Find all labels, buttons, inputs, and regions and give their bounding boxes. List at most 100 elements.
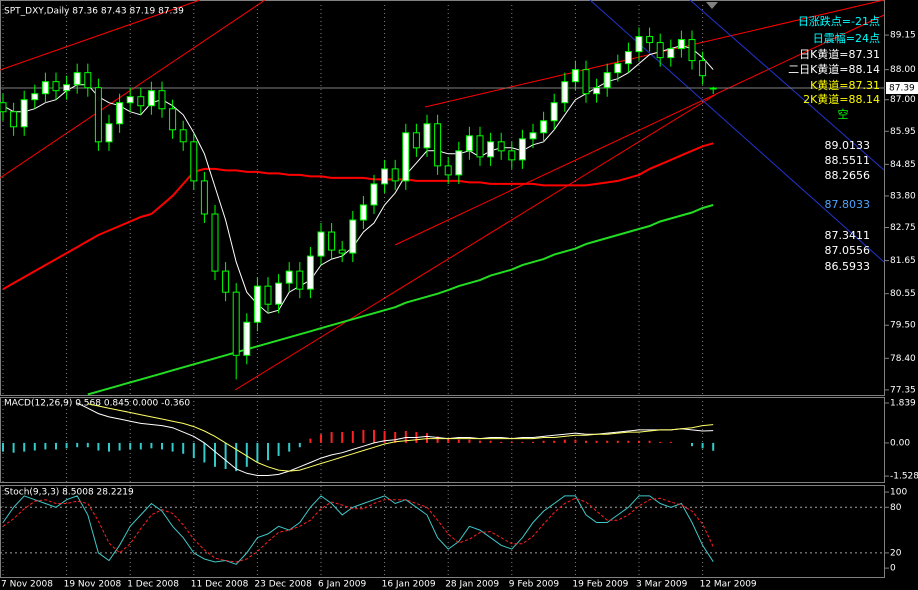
candle-body	[349, 219, 357, 254]
candle-body	[190, 141, 198, 182]
candle-body	[550, 102, 558, 122]
channel-line	[689, 0, 885, 171]
candle-body	[423, 123, 431, 149]
x-tick-label: 19 Nov 2008	[64, 580, 122, 590]
main-panel-border	[0, 0, 885, 396]
x-tick-label: 1 Dec 2008	[127, 580, 179, 590]
candle-body	[476, 135, 484, 158]
y-tick-label: 80	[890, 503, 902, 513]
panel-title: MACD(12,26,9) 0.568 0.845 0.000 -0.360	[4, 399, 190, 409]
candle-body	[243, 321, 251, 356]
candle-body	[455, 150, 463, 176]
candle-body	[137, 96, 145, 107]
stoch-panel-border	[0, 485, 885, 578]
candle-body	[412, 132, 420, 149]
annotation: 87.8033	[825, 198, 871, 211]
y-tick-label: 1.839	[890, 398, 916, 408]
candle-body	[529, 132, 537, 140]
x-tick-label: 6 Jan 2009	[318, 580, 366, 590]
x-tick-label: 23 Dec 2008	[254, 580, 312, 590]
candle-body	[635, 36, 643, 53]
candle-body	[41, 81, 49, 95]
candle-body	[105, 123, 113, 143]
candle-body	[0, 102, 7, 113]
candle-body	[338, 249, 346, 254]
candle-body	[179, 129, 187, 143]
candle-body	[540, 120, 548, 134]
candle-body	[306, 255, 314, 290]
annotation: 空	[838, 107, 849, 121]
candle-body	[402, 132, 410, 182]
y-tick-label: 78.40	[890, 354, 916, 364]
x-tick-label: 16 Jan 2009	[382, 580, 436, 590]
indicator-line	[2, 497, 714, 563]
candle-body	[593, 87, 601, 95]
candle-body	[275, 282, 283, 305]
annotation: 日震幅=24点	[813, 32, 880, 45]
candle-body	[381, 168, 389, 185]
annotation: 日K黄道=87.31	[799, 47, 880, 61]
indicator-line	[87, 204, 714, 396]
annotation: 87.3411	[825, 229, 871, 242]
candle-body	[52, 81, 60, 92]
candle-body	[158, 90, 166, 110]
candle-body	[84, 72, 92, 89]
candle-body	[614, 63, 622, 74]
candle-body	[370, 183, 378, 206]
shift-marker	[706, 2, 718, 9]
y-tick-label: 82.75	[890, 223, 916, 233]
trend-line	[0, 0, 201, 71]
candle-body	[391, 168, 399, 182]
indicator-line	[2, 495, 714, 565]
candle-body	[116, 102, 124, 125]
annotation: 89.0133	[825, 139, 871, 152]
candle-body	[285, 270, 293, 284]
y-tick-label: 84.85	[890, 160, 916, 170]
last-price-label: 87.39	[889, 83, 915, 93]
x-tick-label: 3 Mar 2009	[636, 580, 688, 590]
y-tick-label: 80.55	[890, 289, 916, 299]
candle-body	[73, 72, 81, 86]
candle-body	[497, 141, 505, 152]
candle-body	[465, 135, 473, 152]
indicator-line	[76, 402, 714, 476]
candle-body	[518, 138, 526, 161]
y-tick-label: 79.50	[890, 321, 916, 331]
candle-body	[20, 99, 28, 128]
layout	[0, 0, 885, 578]
y-tick-label: 88.00	[890, 65, 916, 75]
y-tick-label: 0.00	[890, 438, 910, 448]
indicator-line	[2, 142, 714, 291]
annotation: 日涨跌点=-21点	[798, 14, 880, 28]
x-tick-label: 28 Jan 2009	[445, 580, 499, 590]
candle-body	[624, 51, 632, 65]
y-tick-label: 20	[890, 548, 902, 558]
candle-body	[10, 111, 18, 128]
macd-panel-border	[0, 397, 885, 483]
panel-title: Stoch(9,3,3) 8.5008 28.2219	[4, 488, 134, 498]
candle-body	[582, 69, 590, 95]
candle-body	[709, 87, 717, 90]
candle-body	[317, 231, 325, 257]
candle-body	[296, 270, 304, 290]
candle-body	[63, 84, 71, 92]
y-tick-label: 83.80	[890, 191, 916, 201]
trend-line	[234, 94, 716, 391]
x-tick-label: 11 Dec 2008	[191, 580, 249, 590]
candle-body	[677, 39, 685, 50]
candle-body	[359, 204, 367, 221]
y-tick-label: 87.00	[890, 95, 916, 105]
candle-body	[688, 39, 696, 62]
candle-body	[487, 141, 495, 158]
x-tick-label: 7 Nov 2008	[1, 580, 53, 590]
y-tick-label: 100	[890, 488, 907, 498]
annotation: 87.0556	[825, 244, 871, 257]
candle-body	[200, 180, 208, 215]
trend-line	[0, 0, 266, 179]
y-tick-label: -1.528	[890, 472, 918, 482]
panel-title: SPT_DXY,Daily 87.36 87.43 87.19 87.39	[4, 7, 184, 17]
candle-body	[232, 291, 240, 356]
candle-body	[656, 42, 664, 59]
candle-body	[328, 231, 336, 251]
